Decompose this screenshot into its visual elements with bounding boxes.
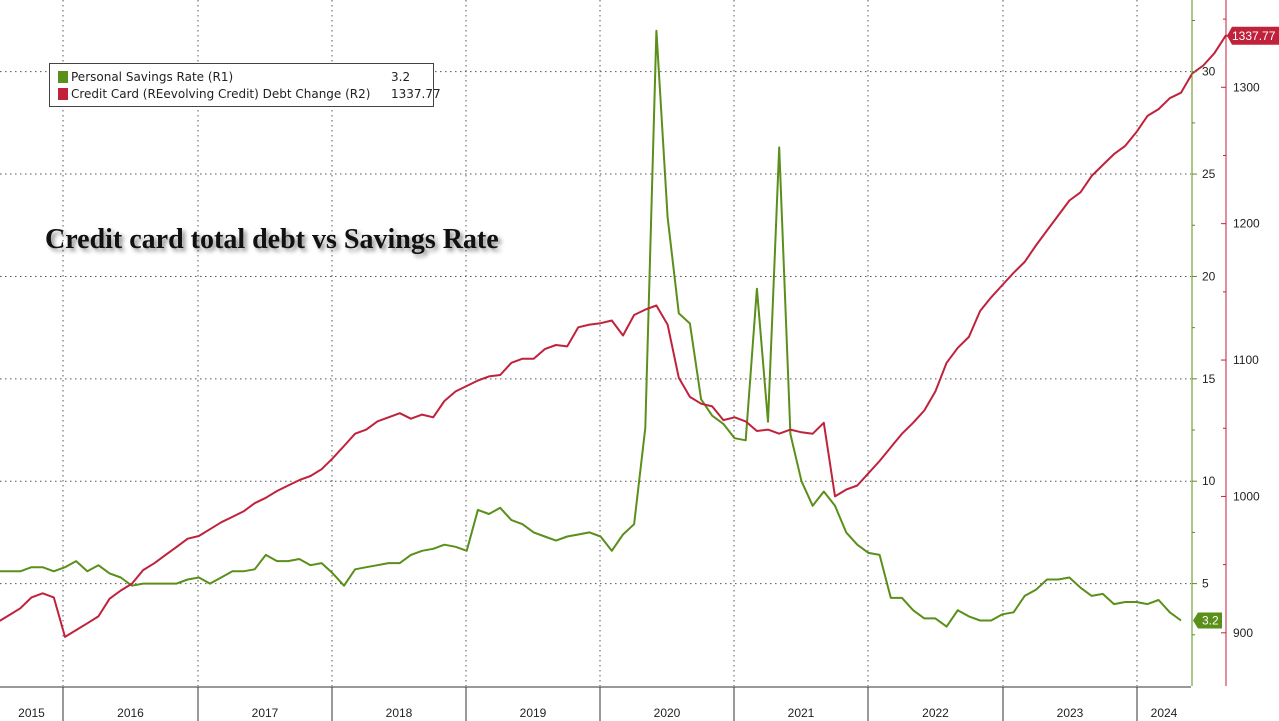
tick-label-r2-1200: 1200 — [1233, 217, 1260, 231]
tick-label-r1-5: 5 — [1202, 577, 1209, 591]
x-tick-label-2022: 2022 — [922, 706, 949, 720]
tick-label-r1-10: 10 — [1202, 474, 1216, 488]
tick-label-r1-15: 15 — [1202, 372, 1216, 386]
last-value-tag-r2 — [1227, 26, 1279, 45]
x-tick-label-2021: 2021 — [788, 706, 815, 720]
series-line-savings-rate — [0, 29, 1182, 628]
tick-label-r1-20: 20 — [1202, 269, 1216, 283]
x-tick-label-2018: 2018 — [386, 706, 413, 720]
x-tick-label-2017: 2017 — [252, 706, 279, 720]
legend-item-credit-card: Credit Card (REevolving Credit) Debt Cha… — [58, 86, 441, 102]
tick-label-r2-1300: 1300 — [1233, 80, 1260, 94]
series-line-credit-card — [0, 34, 1237, 638]
legend-label-savings-rate: Personal Savings Rate (R1) — [71, 70, 234, 84]
x-tick-label-2016: 2016 — [117, 706, 144, 720]
x-tick-label-2015: 2015 — [18, 706, 45, 720]
chart-headline: Credit card total debt vs Savings Rate — [45, 224, 499, 255]
legend-swatch-savings-rate — [58, 71, 68, 83]
last-value-label-r1: 3.2 — [1202, 613, 1219, 627]
legend-value-credit-card: 1337.77 — [391, 87, 441, 101]
tick-label-r2-1000: 1000 — [1233, 489, 1260, 503]
x-tick-label-2024: 2024 — [1151, 706, 1178, 720]
legend-label-credit-card: Credit Card (REevolving Credit) Debt Cha… — [71, 87, 371, 101]
last-value-tag-r1 — [1193, 612, 1222, 629]
tick-label-r2-1100: 1100 — [1233, 353, 1259, 367]
legend-item-savings-rate: Personal Savings Rate (R1) 3.2 — [58, 69, 410, 85]
x-tick-label-2023: 2023 — [1057, 706, 1084, 720]
legend: Personal Savings Rate (R1) 3.2 Credit Ca… — [49, 63, 441, 107]
x-tick-label-2019: 2019 — [520, 706, 547, 720]
tick-label-r1-25: 25 — [1202, 167, 1216, 181]
legend-swatch-credit-card — [58, 88, 68, 100]
x-tick-label-2020: 2020 — [654, 706, 681, 720]
legend-value-savings-rate: 3.2 — [391, 70, 411, 84]
tick-label-r2-900: 900 — [1233, 626, 1253, 640]
last-value-label-r2: 1337.77 — [1232, 29, 1276, 43]
series-layer — [0, 29, 1237, 638]
tick-label-r1-30: 30 — [1202, 65, 1216, 79]
grid-layer — [0, 0, 1191, 686]
